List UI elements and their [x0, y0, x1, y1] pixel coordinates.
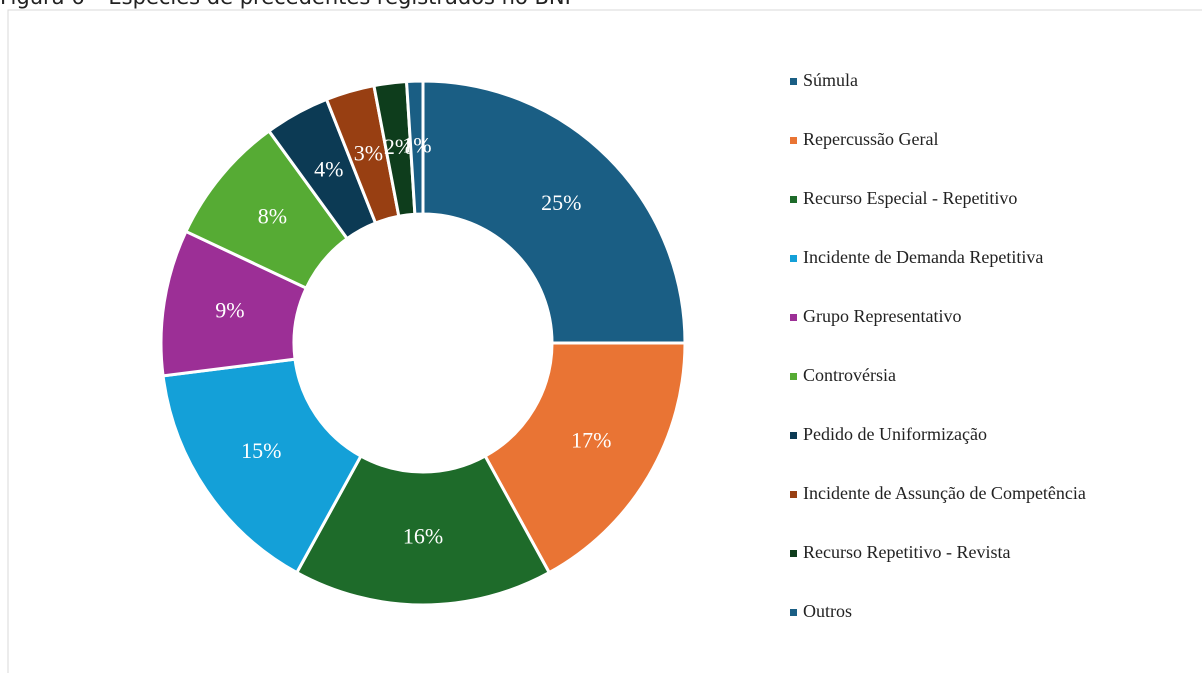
legend-swatch	[790, 432, 797, 439]
slice	[161, 357, 363, 575]
legend-label: Súmula	[803, 70, 858, 90]
slice	[404, 79, 425, 216]
data-label: 16%	[403, 524, 443, 549]
legend-label: Recurso Especial - Repetitivo	[803, 188, 1017, 208]
data-label: 9%	[215, 297, 244, 322]
legend-swatch	[790, 314, 797, 321]
legend-swatch	[790, 255, 797, 262]
data-label: 1%	[402, 133, 431, 158]
legend-label: Recurso Repetitivo - Revista	[803, 542, 1010, 562]
legend-swatch	[790, 550, 797, 557]
legend-swatch	[790, 609, 797, 616]
data-label: 25%	[541, 190, 581, 215]
slice	[294, 454, 552, 607]
legend-swatch	[790, 491, 797, 498]
legend-label: Pedido de Uniformização	[803, 424, 987, 444]
legend-swatch	[790, 196, 797, 203]
data-label: 17%	[571, 428, 611, 453]
data-label: 15%	[241, 438, 281, 463]
legend-label: Grupo Representativo	[803, 306, 961, 326]
legend-swatch	[790, 137, 797, 144]
legend-label: Incidente de Demanda Repetitiva	[803, 247, 1043, 267]
data-label: 8%	[258, 203, 287, 228]
data-label: 2%	[384, 134, 413, 159]
data-label: 3%	[354, 140, 383, 165]
data-label: 4%	[314, 157, 343, 182]
chart-title: Figura 6 – Espécies de precedentes regis…	[0, 0, 577, 9]
slice	[483, 341, 687, 575]
plot-frame	[7, 9, 1202, 673]
legend-label: Repercussão Geral	[803, 129, 938, 149]
legend-label: Incidente de Assunção de Competência	[803, 483, 1086, 503]
legend-label: Controvérsia	[803, 365, 896, 385]
legend-label: Outros	[803, 601, 852, 621]
legend-swatch	[790, 373, 797, 380]
slice	[421, 79, 687, 345]
legend-swatch	[790, 78, 797, 85]
